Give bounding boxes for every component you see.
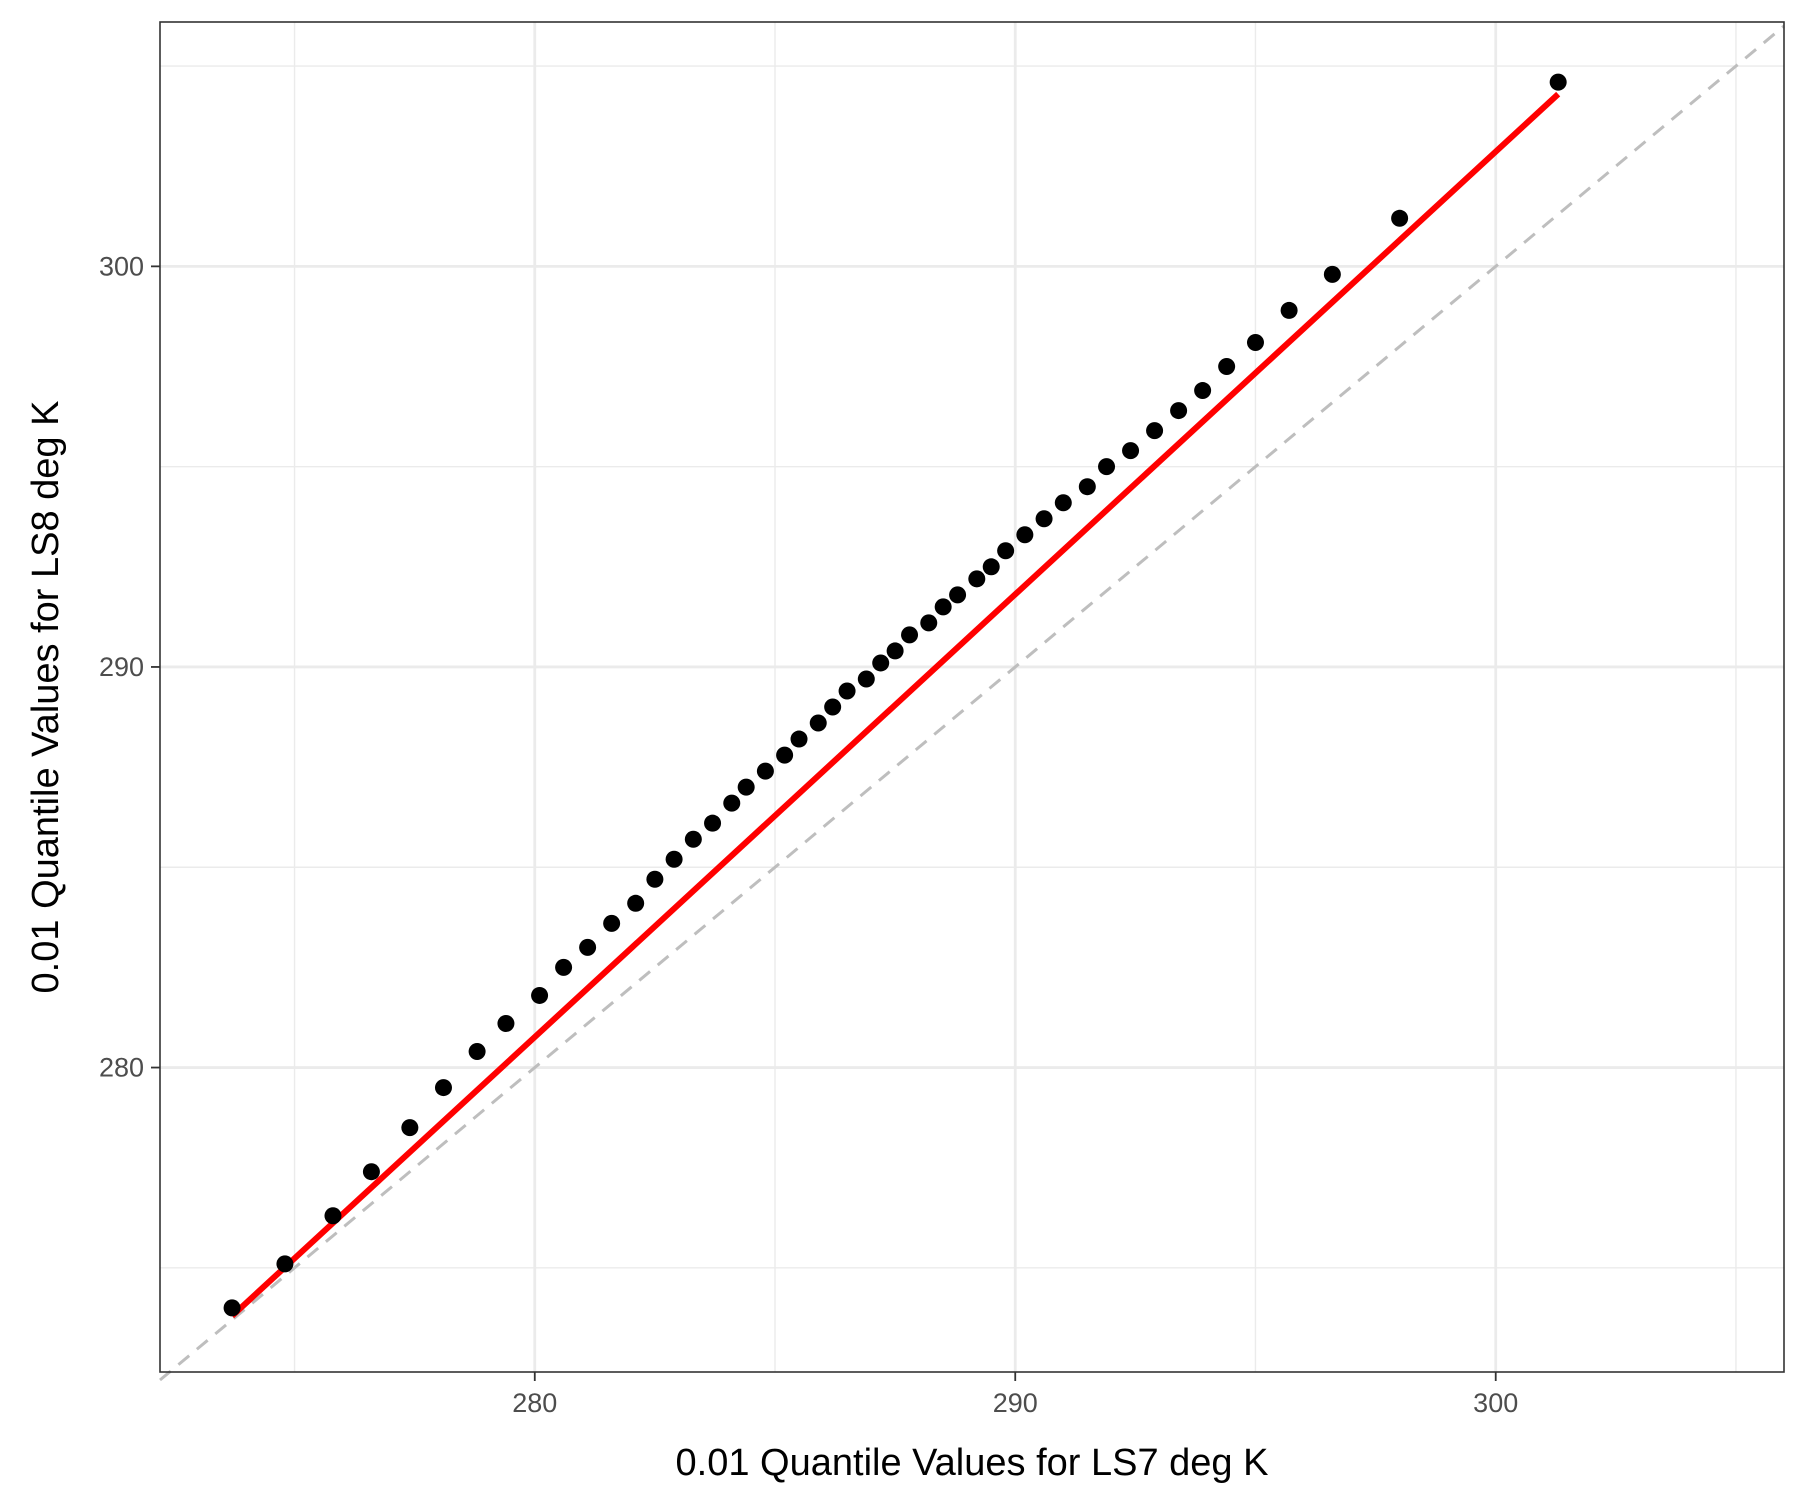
data-point	[968, 570, 986, 588]
data-point	[1146, 422, 1164, 440]
data-point	[401, 1119, 419, 1137]
y-tick-label: 290	[99, 652, 144, 682]
data-point	[872, 654, 890, 672]
data-point	[468, 1043, 486, 1061]
panel-border	[159, 21, 1785, 1373]
data-point	[1246, 333, 1264, 351]
data-point	[579, 938, 597, 956]
major-gridlines	[160, 22, 1784, 1372]
data-point	[1549, 73, 1567, 91]
data-point	[531, 986, 549, 1004]
data-point	[886, 642, 904, 660]
data-point	[434, 1079, 452, 1097]
data-point	[809, 714, 827, 732]
y-tick-label: 280	[99, 1053, 144, 1083]
data-point	[776, 746, 794, 764]
data-point	[997, 542, 1015, 560]
data-point	[857, 670, 875, 688]
data-point	[1218, 358, 1236, 376]
data-point	[497, 1014, 515, 1032]
minor-gridlines	[160, 22, 1784, 1372]
data-point	[723, 794, 741, 812]
data-point	[1054, 494, 1072, 512]
data-point	[1194, 382, 1212, 400]
data-point	[555, 958, 573, 976]
data-point	[824, 698, 842, 716]
data-point	[1122, 442, 1140, 460]
x-axis-ticks: 280 290 300	[512, 1372, 1518, 1418]
fit-line-layer	[230, 91, 1561, 1319]
data-point	[1323, 265, 1341, 283]
data-point	[737, 778, 755, 796]
data-point	[1078, 478, 1096, 496]
data-point	[949, 586, 967, 604]
data-point	[982, 558, 1000, 576]
reference-line-layer	[159, 24, 1785, 1382]
identity-reference-line	[159, 24, 1785, 1382]
data-point	[1098, 458, 1116, 476]
data-point	[1280, 301, 1298, 319]
x-axis-title: 0.01 Quantile Values for LS7 deg K	[676, 1442, 1269, 1484]
fit-line	[230, 91, 1561, 1319]
data-point	[934, 598, 952, 616]
data-point	[324, 1207, 342, 1225]
data-point	[665, 850, 683, 868]
data-point	[838, 682, 856, 700]
data-point	[901, 626, 919, 644]
y-axis-ticks: 280 290 300	[99, 251, 160, 1083]
data-point	[790, 730, 808, 748]
data-point	[920, 614, 938, 632]
data-point	[276, 1255, 294, 1273]
data-point	[704, 814, 722, 832]
data-points	[223, 73, 1567, 1317]
data-point	[603, 914, 621, 932]
data-point	[1391, 209, 1409, 227]
data-point	[646, 870, 664, 888]
data-point	[756, 762, 774, 780]
data-point	[1170, 402, 1188, 420]
data-point	[627, 894, 645, 912]
data-point	[684, 830, 702, 848]
y-tick-label: 300	[99, 251, 144, 281]
x-tick-label: 300	[1473, 1388, 1518, 1418]
data-point	[223, 1299, 241, 1317]
data-point	[1016, 526, 1034, 544]
data-point	[1035, 510, 1053, 528]
y-axis-title: 0.01 Quantile Values for LS8 deg K	[25, 401, 67, 994]
data-point	[362, 1163, 380, 1181]
x-tick-label: 280	[512, 1388, 557, 1418]
x-tick-label: 290	[993, 1388, 1038, 1418]
